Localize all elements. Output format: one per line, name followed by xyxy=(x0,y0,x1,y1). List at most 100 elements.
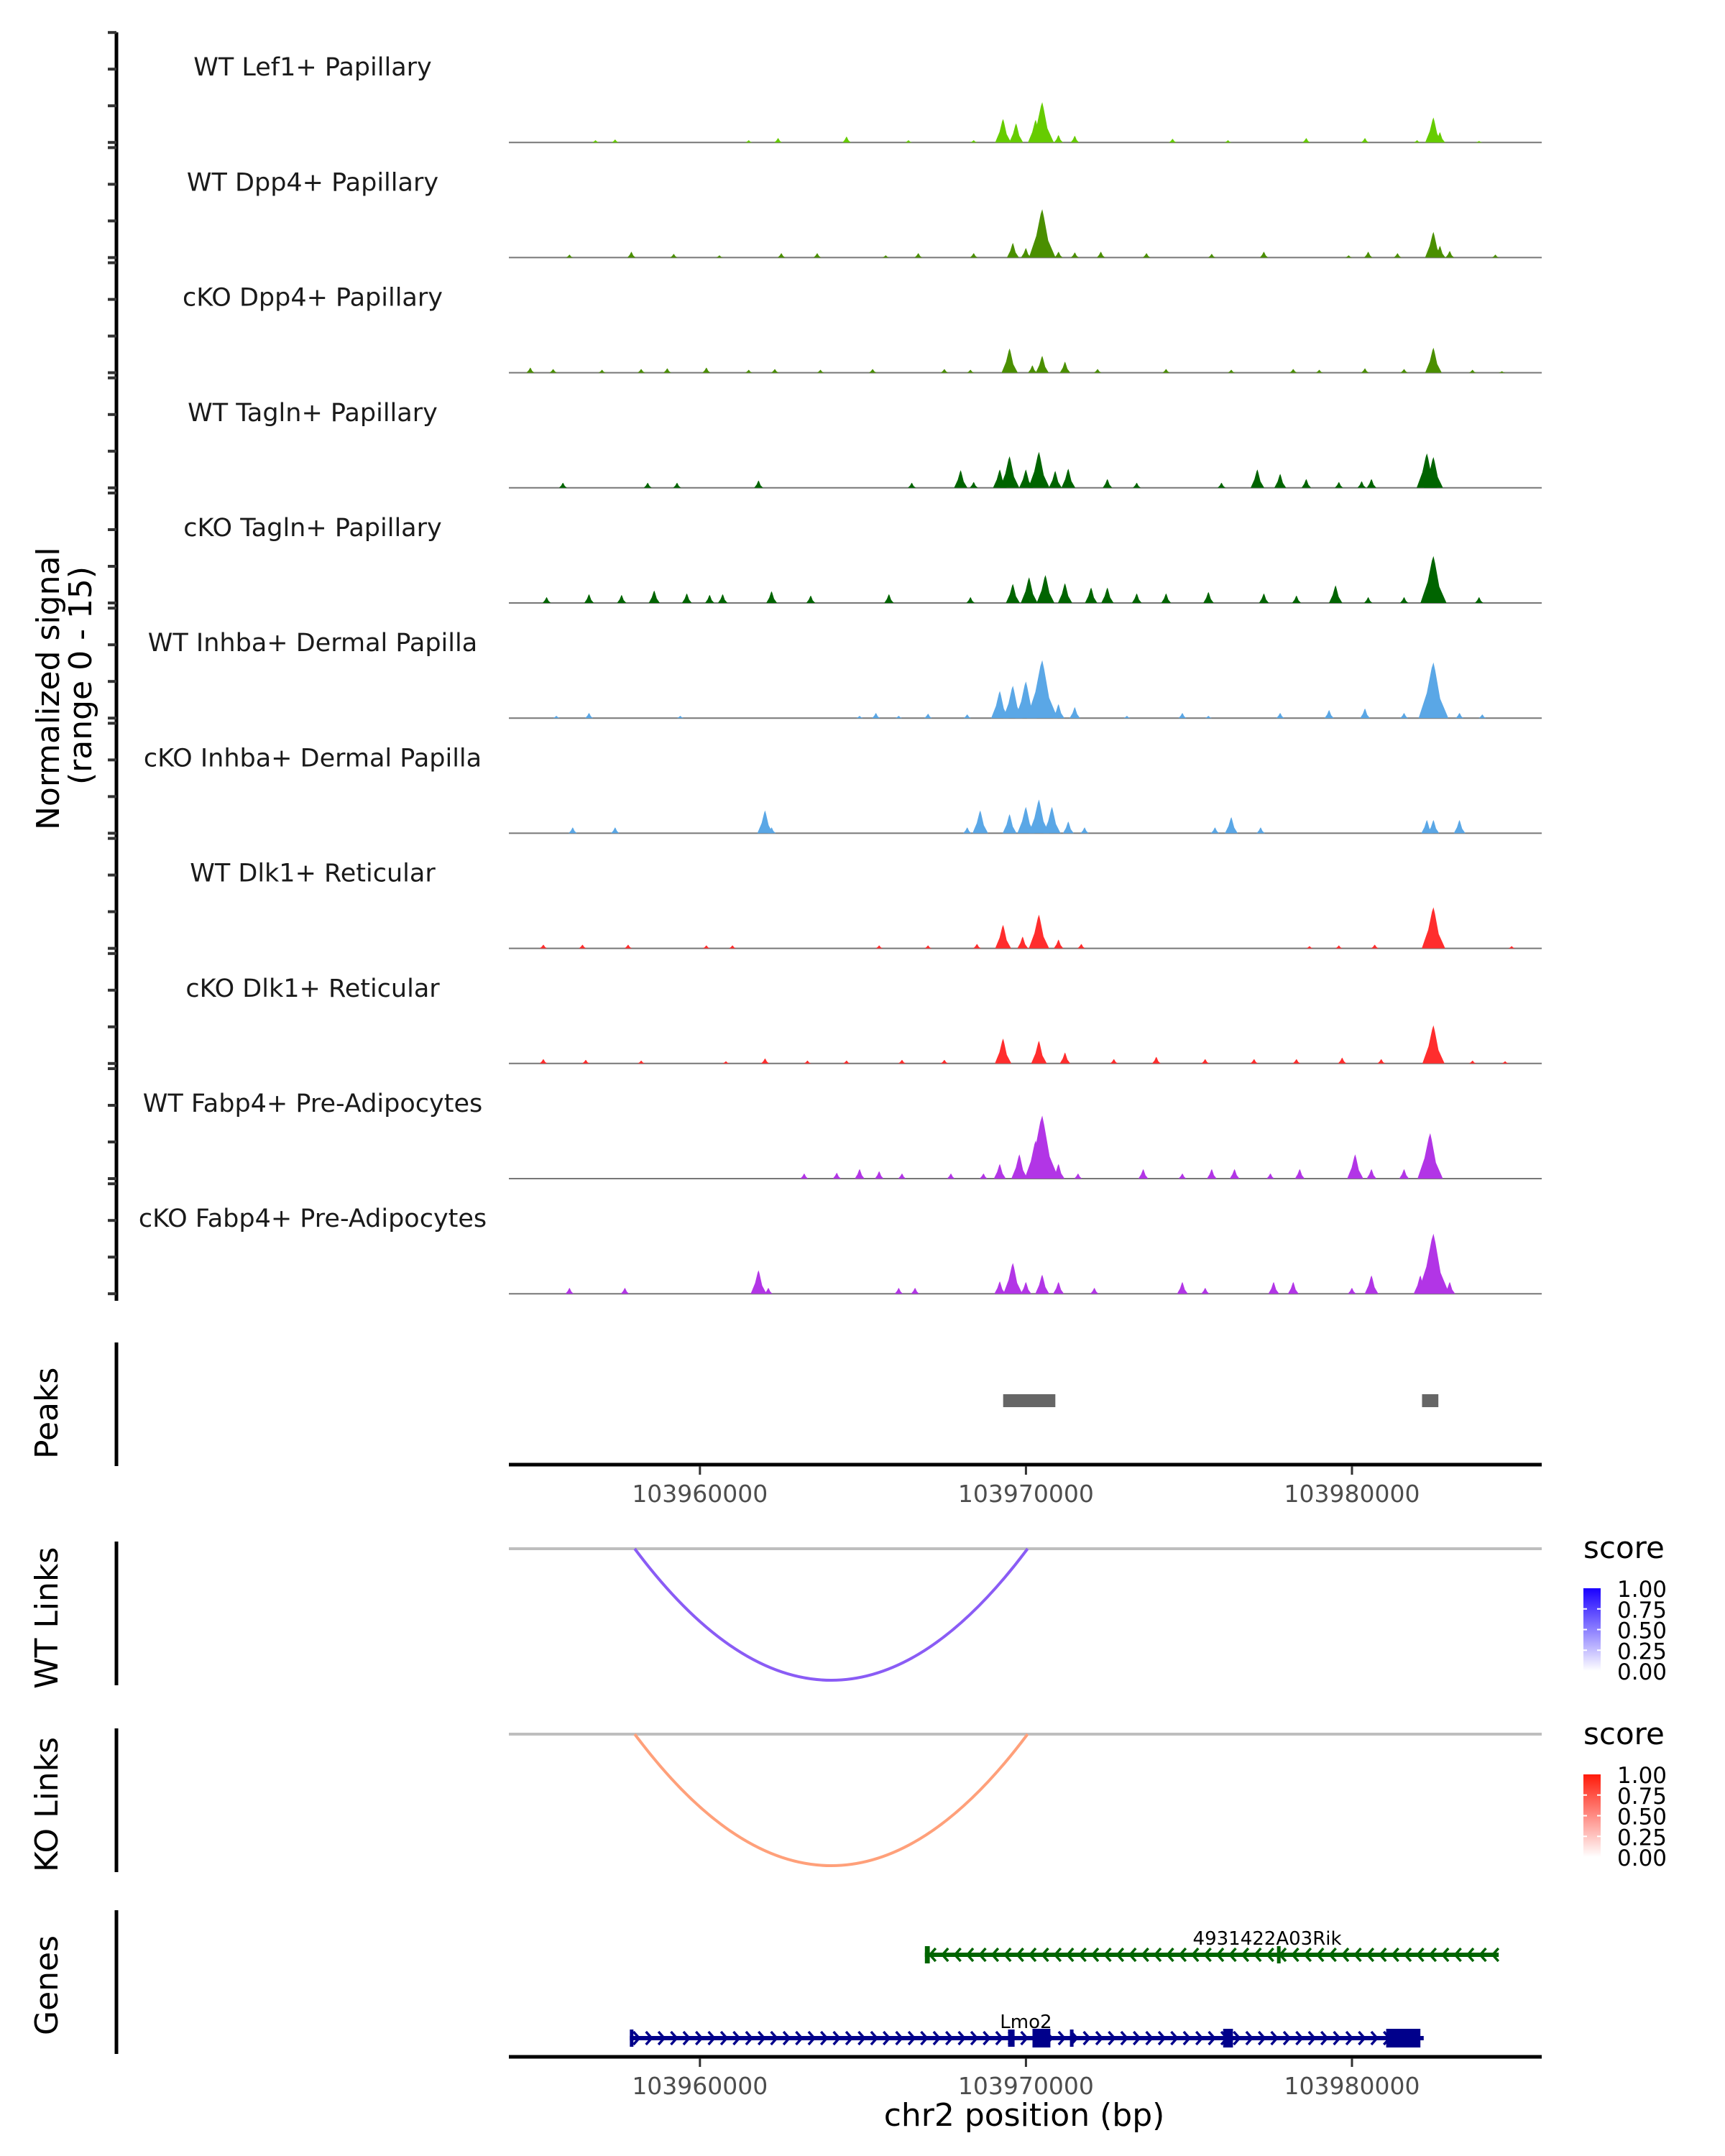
strand-arrow xyxy=(907,2030,916,2046)
strand-arrow xyxy=(1491,1947,1500,1963)
coverage-peak xyxy=(1225,817,1238,834)
coverage-peak xyxy=(804,1060,811,1064)
coverage-peak xyxy=(553,716,560,719)
coverage-peak xyxy=(1054,939,1064,949)
coverage-peak xyxy=(620,1288,630,1294)
coverage-peak xyxy=(1347,1154,1363,1179)
coverage-track: cKO Tagln+ Papillary xyxy=(183,514,1542,604)
strand-arrow xyxy=(882,2030,891,2046)
genes: 4931422A03Rik Lmo2 xyxy=(630,1928,1500,2047)
strand-arrow xyxy=(1016,1947,1024,1963)
coverage-peak xyxy=(1205,716,1213,719)
coverage-peak xyxy=(1444,1281,1455,1294)
strand-arrow xyxy=(819,2030,829,2046)
coverage-peak xyxy=(970,482,978,488)
coverage-peak xyxy=(875,945,883,949)
coverage-peak xyxy=(1017,806,1035,834)
coverage-peak xyxy=(702,367,711,373)
coverage-peak xyxy=(566,254,574,258)
coverage-peak xyxy=(967,369,975,373)
coverage-peak xyxy=(898,1173,906,1179)
coverage-peak xyxy=(584,594,594,603)
peaks-track-label: Peaks xyxy=(29,1368,65,1459)
coverage-peak xyxy=(1399,596,1409,603)
gene-exon xyxy=(1223,2029,1233,2047)
legend-tick-label: 0.50 xyxy=(1617,1618,1667,1644)
coverage-peak xyxy=(1508,946,1515,949)
coverage-peak xyxy=(924,714,932,719)
coverage-peak xyxy=(1424,457,1443,488)
strand-arrow xyxy=(1466,1947,1475,1963)
strand-arrow xyxy=(832,2030,842,2046)
coverage-peak xyxy=(1062,821,1074,834)
coverage-peak xyxy=(1035,1274,1049,1294)
strand-arrow xyxy=(970,2030,979,2046)
strand-arrow xyxy=(1366,1947,1375,1963)
coverage-peak xyxy=(1445,251,1455,258)
coverage-peak xyxy=(585,713,594,719)
strand-arrow xyxy=(732,2030,741,2046)
coverage-peak xyxy=(1425,347,1442,373)
coverage-peak xyxy=(1400,369,1408,373)
coverage-peak xyxy=(1399,1169,1409,1179)
strand-arrow xyxy=(1182,2030,1192,2046)
coverage-peak xyxy=(1499,371,1506,373)
coverage-peak xyxy=(1335,482,1343,488)
strand-arrow xyxy=(1166,1947,1174,1963)
coverage-peak xyxy=(970,253,978,258)
x-axis-mid-tick-label: 103970000 xyxy=(958,1480,1094,1508)
strand-arrow xyxy=(807,2030,816,2046)
legend-tick-label: 0.75 xyxy=(1617,1598,1667,1623)
coverage-peak xyxy=(947,1173,955,1179)
link-track: KO Links score 1.000.750.500.250.00 xyxy=(29,1716,1667,1872)
coverage-peak xyxy=(722,1061,730,1064)
coverage-peak xyxy=(1427,820,1440,834)
coverage-peak xyxy=(540,944,548,949)
coverage-peak xyxy=(1103,479,1113,488)
peaks-x-axis-ticks: 103960000 103970000 103980000 xyxy=(632,1466,1420,1508)
coverage-peak xyxy=(1363,252,1373,258)
strand-arrow xyxy=(1257,2030,1266,2046)
coverage-peak xyxy=(1077,944,1085,949)
gene-exon xyxy=(1032,2029,1051,2047)
coverage-peak xyxy=(764,1288,773,1294)
coverage-track: WT Dlk1+ Reticular xyxy=(190,860,1542,949)
coverage-peak xyxy=(1335,945,1343,949)
coverage-peak xyxy=(1201,1059,1210,1064)
score-legend: score 1.000.750.500.250.00 xyxy=(1583,1716,1667,1871)
coverage-peak xyxy=(970,140,978,143)
coverage-peak xyxy=(1276,713,1284,719)
coverage-peak xyxy=(1070,252,1079,258)
strand-arrow xyxy=(1145,2030,1154,2046)
strand-arrow xyxy=(932,2030,942,2046)
coverage-track: cKO Inhba+ Dermal Papilla xyxy=(144,744,1542,834)
coverage-peak xyxy=(869,369,877,373)
coverage-peak xyxy=(565,1288,574,1294)
coverage-peak xyxy=(716,255,723,258)
coverage-peak xyxy=(761,1058,770,1064)
coverage-peak xyxy=(1268,1281,1279,1294)
link-track: WT Links score 1.000.750.500.250.00 xyxy=(29,1530,1667,1689)
coverage-peak xyxy=(663,368,671,373)
genes-track: Genes 4931422A03Rik Lmo2 103960000 1039700… xyxy=(29,1910,1542,2134)
strand-arrow xyxy=(1028,1947,1037,1963)
coverage-peak xyxy=(1360,708,1370,719)
coverage-peak xyxy=(1345,255,1353,258)
coverage-peak xyxy=(617,594,627,603)
x-axis-title: chr2 position (bp) xyxy=(884,2097,1165,2134)
coverage-peak xyxy=(1043,806,1061,834)
coverage-peak xyxy=(895,716,903,719)
coverage-peak xyxy=(966,596,975,603)
coverage-track-label: WT Tagln+ Papillary xyxy=(188,399,438,428)
gene-exon xyxy=(1386,2029,1421,2047)
coverage-peak xyxy=(1225,140,1232,143)
strand-arrow xyxy=(1453,1947,1462,1963)
coverage-peak xyxy=(991,691,1009,719)
coverage-peak xyxy=(1017,936,1029,949)
coverage-peak xyxy=(1203,591,1214,603)
coverage-peak xyxy=(1425,231,1443,258)
strand-arrow xyxy=(1403,1947,1412,1963)
coverage-peak xyxy=(1301,479,1312,488)
coverage-peak xyxy=(745,369,753,373)
